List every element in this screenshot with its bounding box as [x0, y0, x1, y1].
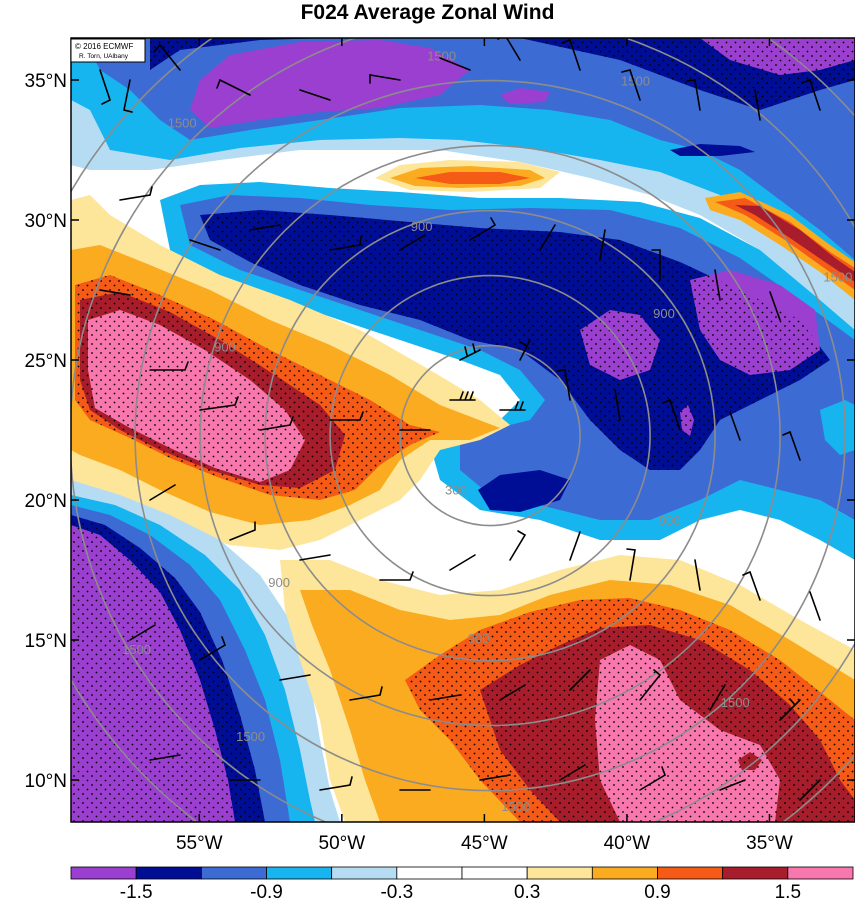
range-ring [329, 274, 651, 597]
range-ring-label: 1500 [236, 729, 265, 744]
range-ring-label: 900 [411, 219, 433, 234]
stipple-north [150, 38, 855, 110]
lat-label: 25°N [25, 351, 67, 372]
colorbar-swatch [722, 866, 789, 880]
credit-line-2: R. Torn, UAlbany [79, 53, 129, 60]
north-purple-core-west [190, 40, 470, 128]
colorbar: -1.5 -0.9 -0.3 0.3 0.9 1.5 [70, 866, 854, 900]
lat-label: 30°N [25, 211, 67, 232]
colorbar-swatch [526, 866, 593, 880]
cyan-patch-east [820, 400, 855, 455]
lat-label: 20°N [25, 491, 67, 512]
stipple-west-positive [75, 275, 440, 500]
colorbar-swatch [591, 866, 658, 880]
colorbar-swatch [657, 866, 724, 880]
credit-line-1: © 2016 ECMWF [75, 42, 133, 51]
range-ring-label: 1500 [427, 48, 456, 63]
colorbar-tick-label: -0.3 [380, 882, 413, 900]
colorbar-tick-label: -0.9 [250, 882, 283, 900]
range-ring-label: 900 [268, 575, 290, 590]
colorbar-tick-label: 1.5 [775, 882, 801, 900]
range-ring [199, 144, 781, 727]
shaded-field: 300 900 900 900 900 900 900 1500 1500 1500 1500 150… [71, 38, 855, 822]
stipple-southeast [405, 598, 855, 822]
lon-label: 45°W [461, 833, 508, 854]
lon-label: 50°W [319, 833, 366, 854]
credit-box: © 2016 ECMWF R. Torn, UAlbany [70, 38, 146, 63]
stipple-southwest [71, 515, 265, 822]
plot-frame [70, 37, 855, 823]
range-ring-label: 1500 [721, 695, 750, 710]
colorbar-swatch [200, 866, 267, 880]
range-ring-label: 1500 [823, 270, 852, 285]
wind-barbs [99, 38, 821, 801]
lat-label: 35°N [25, 71, 67, 92]
range-ring-label: 1500 [122, 642, 151, 657]
navy-lobe-south [478, 470, 570, 512]
colorbar-tick-label: 0.9 [644, 882, 670, 900]
range-ring-label: 900 [653, 306, 675, 321]
north-purple-small [500, 88, 550, 104]
colorbar-swatch [135, 866, 202, 880]
lon-label: 40°W [604, 833, 651, 854]
range-ring [134, 79, 846, 792]
colorbar-swatch [70, 866, 137, 880]
colorbar-swatch [396, 866, 463, 880]
lat-label: 10°N [25, 771, 67, 792]
warm-streak-ne-outer [705, 192, 855, 300]
range-rings: 300 900 900 900 900 900 900 1500 1500 1500 1500 150… [71, 38, 855, 822]
colorbar-swatch [266, 866, 333, 880]
colorbar-tick-label: 0.3 [514, 882, 540, 900]
range-ring-label: 900 [214, 340, 236, 355]
range-ring-label: 900 [468, 631, 490, 646]
range-ring [264, 209, 716, 662]
range-ring-label: 1500 [168, 116, 197, 131]
range-ring-label: 900 [659, 513, 681, 528]
warm-streak-ne-red [715, 198, 855, 290]
lon-label: 55°W [176, 833, 223, 854]
range-ring [399, 344, 581, 527]
range-ring-label: 1500 [501, 799, 530, 814]
navy-small-streak [670, 144, 755, 156]
map-title: F024 Average Zonal Wind [300, 1, 555, 24]
colorbar-swatch [461, 866, 528, 880]
lat-label: 15°N [25, 631, 67, 652]
range-ring-label: 300 [445, 482, 467, 497]
colorbar-swatch [787, 866, 854, 880]
credit-box-background [70, 38, 146, 63]
lon-label: 35°W [746, 833, 793, 854]
warm-streak-31n-red [415, 172, 530, 184]
colorbar-tick-label: -1.5 [120, 882, 153, 900]
range-ring-label: 1500 [621, 74, 650, 89]
axes: 35°N 30°N 25°N 20°N 15°N 10°N 55°W 50°W 45°W 40°W… [25, 38, 855, 854]
colorbar-swatch [331, 866, 398, 880]
